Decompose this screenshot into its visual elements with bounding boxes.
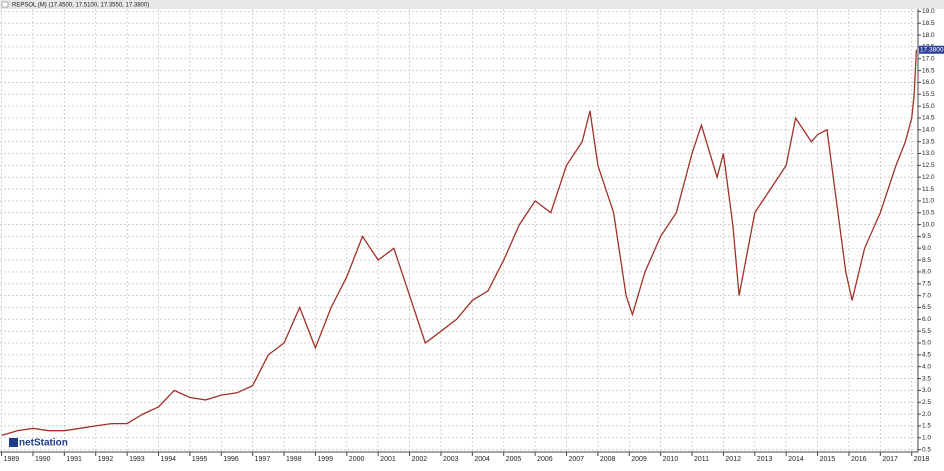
x-tick-label: 1998	[286, 456, 302, 463]
x-tick-label: 1992	[98, 456, 114, 463]
x-tick-label: 2014	[788, 456, 804, 463]
y-tick-label: 9.0	[922, 245, 931, 252]
x-tick-label: 2015	[820, 456, 836, 463]
x-tick-label: 2011	[694, 456, 709, 463]
y-tick-label: 12.0	[922, 174, 935, 181]
x-tick-label: 2008	[600, 456, 616, 463]
y-tick-label: 7.0	[922, 292, 931, 299]
chart-title: REPSOL (M) (17.4500, 17.5100, 17.3550, 1…	[12, 3, 149, 9]
x-tick-label: 2010	[663, 456, 679, 463]
logo-text: netStation	[19, 438, 68, 449]
x-tick-label: 2016	[851, 456, 867, 463]
x-tick-label: 2001	[380, 456, 396, 463]
y-tick-label: 18.0	[922, 32, 935, 39]
y-tick-label: 14.0	[922, 127, 935, 134]
x-tick-label: 2012	[725, 456, 741, 463]
y-tick-label: 11.5	[922, 186, 935, 193]
y-tick-label: 7.5	[922, 281, 931, 288]
x-tick-label: 2006	[537, 456, 553, 463]
x-tick-label: 1994	[160, 456, 176, 463]
x-tick-label: 1993	[129, 456, 145, 463]
y-tick-label: 0.5	[922, 446, 931, 453]
x-tick-label: 1989	[4, 456, 20, 463]
y-tick-label: 1.0	[922, 435, 931, 442]
y-tick-label: 16.5	[922, 67, 935, 74]
y-tick-label: 2.5	[922, 399, 931, 406]
x-tick-label: 2004	[474, 456, 490, 463]
price-line	[1, 49, 918, 437]
logo-icon	[9, 438, 18, 447]
y-tick-label: 11.0	[922, 198, 935, 205]
title-bar	[0, 0, 944, 9]
last-price-label: 17.3800	[920, 46, 944, 53]
title-icon	[1, 1, 9, 8]
y-tick-label: 5.5	[922, 328, 931, 335]
y-tick-label: 14.5	[922, 115, 935, 122]
y-tick-label: 13.5	[922, 138, 935, 145]
y-tick-label: 4.5	[922, 352, 931, 359]
y-tick-label: 6.0	[922, 316, 931, 323]
y-tick-label: 3.5	[922, 375, 931, 382]
y-tick-label: 13.0	[922, 150, 935, 157]
y-tick-label: 8.0	[922, 269, 931, 276]
y-tick-label: 19.0	[922, 8, 935, 15]
y-tick-label: 17.0	[922, 55, 935, 62]
y-tick-label: 15.0	[922, 103, 935, 110]
y-tick-label: 18.5	[922, 20, 935, 27]
x-tick-label: 2018	[914, 456, 930, 463]
x-tick-label: 2009	[631, 456, 647, 463]
grid	[0, 9, 918, 452]
y-tick-label: 12.5	[922, 162, 935, 169]
x-tick-label: 1991	[66, 456, 82, 463]
y-tick-label: 6.5	[922, 304, 931, 311]
x-tick-label: 2017	[882, 456, 898, 463]
x-tick-label: 2007	[568, 456, 584, 463]
y-tick-label: 9.5	[922, 233, 931, 240]
x-tick-label: 2000	[349, 456, 365, 463]
x-tick-label: 2003	[443, 456, 459, 463]
x-tick-label: 2005	[506, 456, 522, 463]
y-tick-label: 10.5	[922, 209, 935, 216]
x-tick-label: 1990	[35, 456, 51, 463]
x-tick-label: 1997	[255, 456, 271, 463]
x-tick-label: 1995	[192, 456, 208, 463]
y-tick-label: 10.0	[922, 221, 935, 228]
y-tick-label: 1.5	[922, 423, 931, 430]
last-price-box	[919, 45, 944, 54]
y-tick-label: 15.5	[922, 91, 935, 98]
y-tick-label: 2.0	[922, 411, 931, 418]
x-tick-label: 2013	[757, 456, 773, 463]
y-tick-label: 8.5	[922, 257, 931, 264]
x-tick-label: 1999	[317, 456, 333, 463]
logo: netStation	[9, 438, 68, 449]
y-tick-label: 3.0	[922, 387, 931, 394]
y-tick-label: 5.0	[922, 340, 931, 347]
y-tick-label: 16.0	[922, 79, 935, 86]
x-tick-label: 2002	[412, 456, 428, 463]
y-tick-label: 4.0	[922, 363, 931, 370]
x-tick-label: 1996	[223, 456, 239, 463]
